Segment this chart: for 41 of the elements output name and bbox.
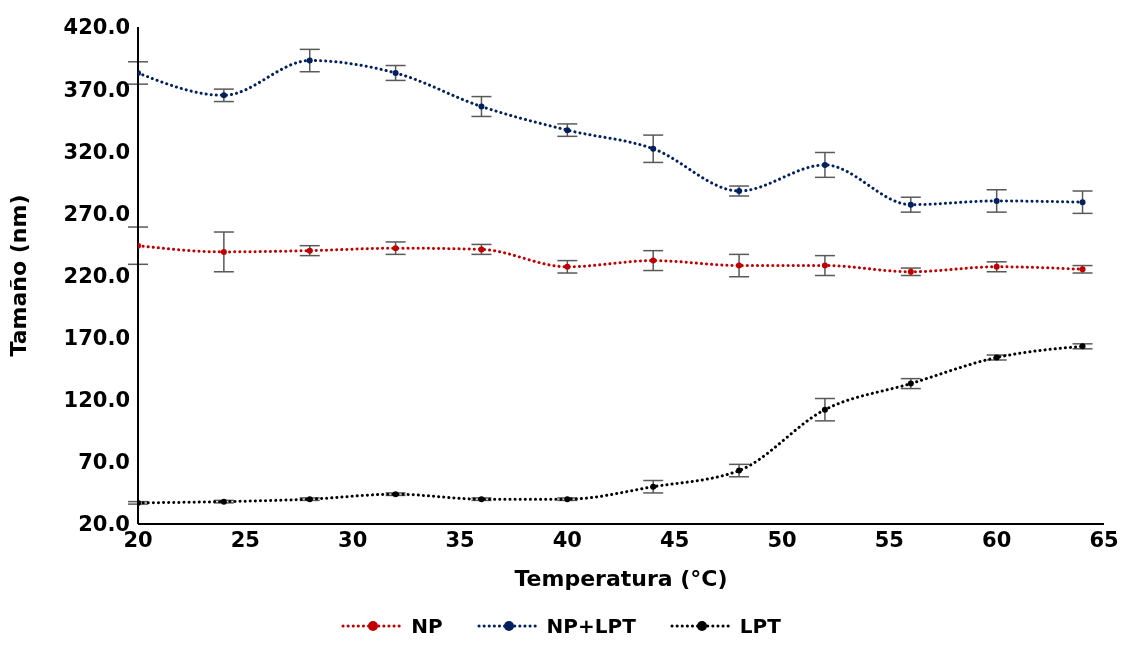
- point: [993, 197, 1000, 204]
- y-tick-label: 370.0: [63, 77, 130, 102]
- point: [392, 69, 399, 76]
- y-tick-label: 420.0: [63, 15, 130, 40]
- point: [220, 248, 227, 255]
- point: [1079, 199, 1086, 206]
- y-tick-label: 320.0: [63, 139, 130, 164]
- point: [650, 145, 657, 152]
- point: [478, 103, 485, 110]
- x-tick-label: 40: [552, 527, 582, 552]
- point: [907, 201, 914, 208]
- point: [220, 92, 227, 99]
- legend-label: LPT: [739, 614, 781, 638]
- point: [736, 262, 743, 269]
- point: [821, 161, 828, 168]
- x-tick-label: 30: [338, 527, 368, 552]
- point: [564, 127, 571, 134]
- y-tick-label: 70.0: [78, 450, 130, 475]
- x-tick-label: 25: [230, 527, 260, 552]
- x-tick-label: 60: [982, 527, 1012, 552]
- y-tick-label: 120.0: [63, 388, 130, 413]
- y-axis-title: Tamaño (nm): [5, 194, 31, 357]
- point: [564, 263, 571, 270]
- x-tick-label: 65: [1089, 527, 1119, 552]
- point: [821, 262, 828, 269]
- y-tick-label: 170.0: [63, 326, 130, 351]
- point: [650, 257, 657, 264]
- point: [650, 483, 657, 490]
- point: [392, 245, 399, 252]
- point: [306, 57, 313, 64]
- x-axis-title: Temperatura (°C): [514, 565, 728, 591]
- legend-label: NP+LPT: [546, 614, 636, 638]
- x-tick-label: 35: [445, 527, 475, 552]
- y-tick-label: 220.0: [63, 263, 130, 288]
- point: [821, 406, 828, 413]
- x-tick-label: 55: [874, 527, 904, 552]
- legend-label: NP: [411, 614, 443, 638]
- point: [736, 467, 743, 474]
- x-tick-label: 45: [660, 527, 690, 552]
- y-tick-label: 270.0: [63, 201, 130, 226]
- x-tick-label: 50: [767, 527, 797, 552]
